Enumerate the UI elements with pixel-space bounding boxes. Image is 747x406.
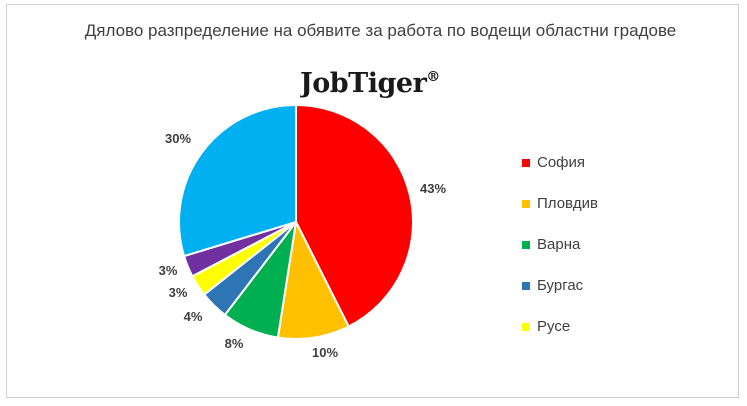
data-label: 3% bbox=[159, 263, 178, 278]
legend-swatch bbox=[522, 281, 530, 290]
legend-label: Бургас bbox=[537, 277, 584, 294]
legend-item: София bbox=[522, 142, 598, 183]
legend-item: Русе bbox=[522, 306, 598, 347]
legend-item: Варна bbox=[522, 224, 598, 265]
legend-swatch bbox=[522, 240, 530, 249]
data-label: 43% bbox=[420, 181, 446, 196]
data-label: 3% bbox=[169, 285, 188, 300]
legend-label: Варна bbox=[537, 236, 581, 253]
legend-swatch bbox=[522, 199, 530, 208]
pie-slice-unlabeled-6 bbox=[178, 103, 297, 258]
legend-label: Русе bbox=[537, 318, 571, 335]
pie-slice-Пловдив bbox=[276, 218, 350, 340]
svg-text:JobTiger®: JobTiger® bbox=[300, 68, 440, 99]
legend-swatch bbox=[522, 158, 530, 167]
legend-swatch bbox=[522, 322, 530, 331]
chart-frame: Дялово разпределение на обявите за работ… bbox=[6, 4, 739, 398]
legend-label: София bbox=[537, 154, 586, 171]
data-label: 8% bbox=[225, 336, 244, 351]
pie-slice-София bbox=[295, 103, 414, 328]
data-label: 4% bbox=[184, 309, 203, 324]
pie-slices bbox=[178, 103, 414, 340]
data-label: 10% bbox=[312, 345, 338, 360]
data-label: 30% bbox=[165, 131, 191, 146]
chart-legend: София Пловдив Варна Бургас Русе bbox=[522, 142, 598, 347]
pie-data-labels: 43% 10% 8% 4% 3% 3% 30% bbox=[159, 131, 447, 360]
chart-title: Дялово разпределение на обявите за работ… bbox=[84, 21, 677, 40]
legend-item: Бургас bbox=[522, 265, 598, 306]
legend-item: Пловдив bbox=[522, 183, 598, 224]
jobtiger-logo: JobTiger® bbox=[298, 64, 440, 104]
legend-label: Пловдив bbox=[537, 195, 598, 212]
